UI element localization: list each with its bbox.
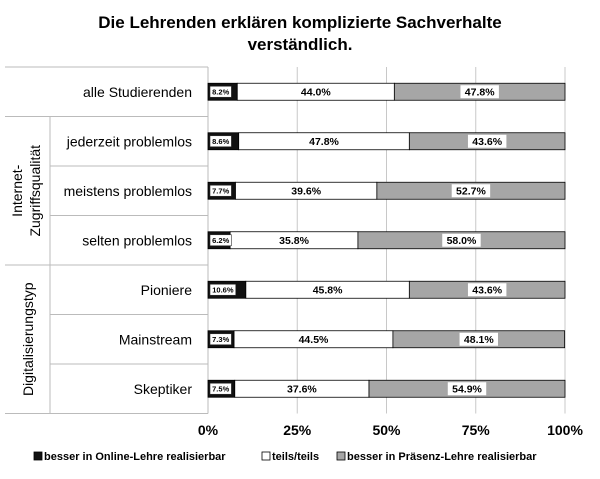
data-label-box xyxy=(209,333,232,346)
legend-swatch xyxy=(33,451,43,461)
data-label: 37.6% xyxy=(287,384,317,396)
data-label-box xyxy=(209,135,232,148)
data-label-box xyxy=(274,233,314,247)
data-label: 43.6% xyxy=(472,285,502,297)
data-label-box xyxy=(467,134,507,148)
data-label-box xyxy=(460,85,499,99)
group-label: Zugriffsqualität xyxy=(27,145,43,237)
data-label-box xyxy=(209,382,232,395)
legend-swatch xyxy=(336,451,346,461)
x-tick-label: 25% xyxy=(283,422,312,438)
data-label: 47.8% xyxy=(465,87,495,99)
data-label: 52.7% xyxy=(456,186,486,198)
chart-title-line-2: verständlich. xyxy=(248,35,353,54)
data-label: 48.1% xyxy=(464,334,494,346)
x-tick-label: 75% xyxy=(462,422,491,438)
data-label-box xyxy=(296,85,336,99)
legend-label: besser in Online-Lehre realisierbar xyxy=(44,451,226,463)
data-label-box xyxy=(304,134,344,148)
data-label-box xyxy=(442,233,481,247)
x-tick-label: 0% xyxy=(198,422,219,438)
data-label: 10.6% xyxy=(212,285,234,294)
data-label: 45.8% xyxy=(313,285,343,297)
data-label-box xyxy=(459,332,499,346)
category-label: alle Studierenden xyxy=(83,84,192,100)
data-label: 7.7% xyxy=(212,186,229,195)
data-label: 47.8% xyxy=(309,136,339,148)
x-tick-label: 50% xyxy=(372,422,401,438)
chart-title-line-1: Die Lehrenden erklären komplizierte Sach… xyxy=(98,13,501,32)
data-label: 54.9% xyxy=(452,384,482,396)
data-label: 6.2% xyxy=(212,236,229,245)
data-label: 7.5% xyxy=(212,384,229,393)
data-label: 44.5% xyxy=(299,334,329,346)
category-label: jederzeit problemlos xyxy=(66,133,192,149)
category-label: Pioniere xyxy=(141,282,193,298)
legend-swatch xyxy=(261,451,271,461)
group-label: Internet- xyxy=(9,164,25,216)
data-label: 35.8% xyxy=(279,235,309,247)
data-label: 58.0% xyxy=(447,235,477,247)
data-label-box xyxy=(294,332,333,346)
data-label-box xyxy=(447,382,487,396)
x-tick-label: 100% xyxy=(547,422,583,438)
data-label-box xyxy=(286,184,326,198)
group-label: Digitalisierungstyp xyxy=(20,282,36,396)
category-label: selten problemlos xyxy=(82,232,192,248)
data-label-box xyxy=(308,283,347,297)
data-label: 8.2% xyxy=(212,87,229,96)
data-label: 43.6% xyxy=(472,136,502,148)
data-label: 7.3% xyxy=(212,335,229,344)
data-label-box xyxy=(209,234,232,247)
data-label: 39.6% xyxy=(291,186,321,198)
legend-label: besser in Präsenz-Lehre realisierbar xyxy=(347,451,537,463)
data-label: 8.6% xyxy=(212,137,229,146)
category-label: Mainstream xyxy=(119,331,192,347)
data-label: 44.0% xyxy=(301,87,331,99)
legend-label: teils/teils xyxy=(272,451,319,463)
category-label: Skeptiker xyxy=(134,381,193,397)
data-label-box xyxy=(467,283,507,297)
category-label: meistens problemlos xyxy=(64,183,192,199)
data-label-box xyxy=(209,85,232,98)
data-label-box xyxy=(451,184,491,198)
data-label-box xyxy=(209,283,237,296)
data-label-box xyxy=(282,382,322,396)
data-label-box xyxy=(209,184,232,197)
